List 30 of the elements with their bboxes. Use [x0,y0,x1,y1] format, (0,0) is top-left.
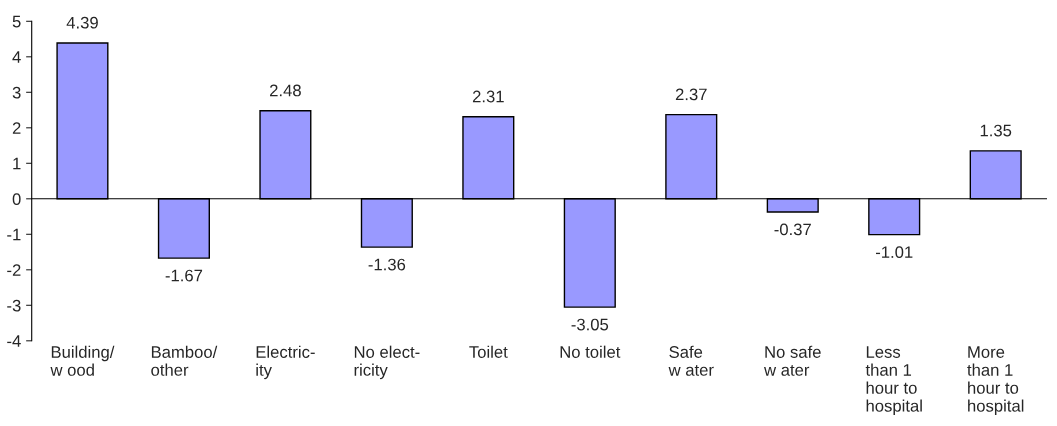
y-tick-label: 5 [12,15,21,28]
y-tick-label: -4 [7,335,21,347]
data-label: 1.35 [980,124,1012,137]
y-tick-label: -2 [7,264,21,276]
x-tick-label: More than 1 hour to hospital [967,346,1024,416]
data-label: 2.48 [270,84,301,97]
y-tick-label: 0 [12,193,21,205]
x-tick-label: No safe w ater [764,345,821,376]
data-label: 2.31 [472,90,504,103]
y-tick-label: 4 [12,51,21,63]
x-tick-label: Electric- ity [256,345,315,380]
x-tick-label: Toilet [469,345,508,358]
data-label: -1.67 [165,269,203,282]
x-tick-label: No toilet [560,345,621,358]
x-tick-label: Safe w ater [668,345,714,376]
x-tick-label: No elect- ricity [354,345,420,380]
x-tick-label: Less than 1 hour to hospital [865,346,922,416]
data-label: -0.37 [774,223,811,236]
data-label: 4.39 [66,16,98,29]
data-label: 2.37 [675,88,707,101]
y-tick-label: -3 [7,299,21,312]
data-label: -1.36 [368,258,406,271]
data-label: -3.05 [571,318,609,331]
y-tick-label: 3 [12,86,21,99]
y-tick-label: -1 [7,228,21,241]
y-tick-label: 1 [13,157,21,170]
x-tick-label: Building/ w ood [50,345,115,376]
y-tick-label: 2 [12,122,21,134]
data-label: -1.01 [875,246,913,259]
x-tick-label: Bamboo/ other [151,345,218,376]
